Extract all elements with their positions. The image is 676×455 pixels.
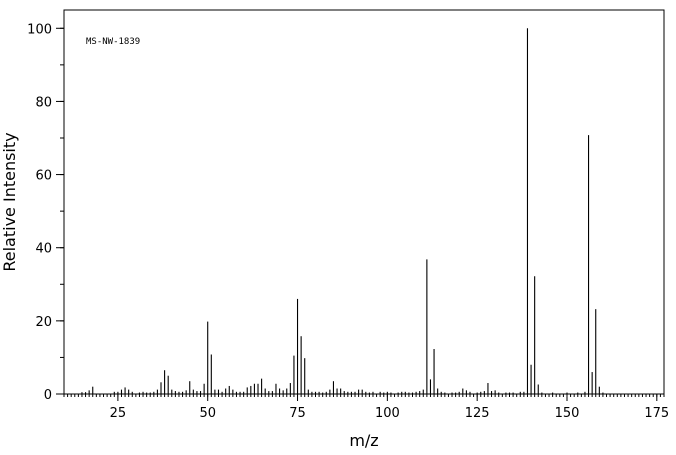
x-axis-title: m/z (349, 431, 378, 450)
y-tick-label: 80 (35, 95, 52, 110)
major-ticks (56, 27, 658, 401)
y-tick-label: 0 (44, 388, 52, 403)
minor-ticks (60, 27, 665, 397)
y-axis-title: Relative Intensity (0, 132, 19, 271)
x-tick-label: 75 (289, 406, 306, 421)
y-tick-label: 60 (35, 169, 52, 184)
x-tick-label: 25 (110, 406, 127, 421)
x-tick-label: 150 (555, 406, 580, 421)
y-tick-label: 100 (27, 22, 52, 37)
y-tick-label: 20 (35, 315, 52, 330)
x-tick-label: 125 (465, 406, 490, 421)
peak-bars (81, 28, 604, 394)
tick-labels: 25 50 75 100 125 150 175 0 20 40 60 80 100 (27, 22, 669, 421)
x-tick-label: 175 (644, 406, 669, 421)
y-tick-label: 40 (35, 242, 52, 257)
spectrum-id-annotation: MS-NW-1839 (86, 37, 140, 47)
plot-frame (63, 9, 665, 395)
x-tick-label: 50 (199, 406, 216, 421)
x-tick-label: 100 (375, 406, 400, 421)
